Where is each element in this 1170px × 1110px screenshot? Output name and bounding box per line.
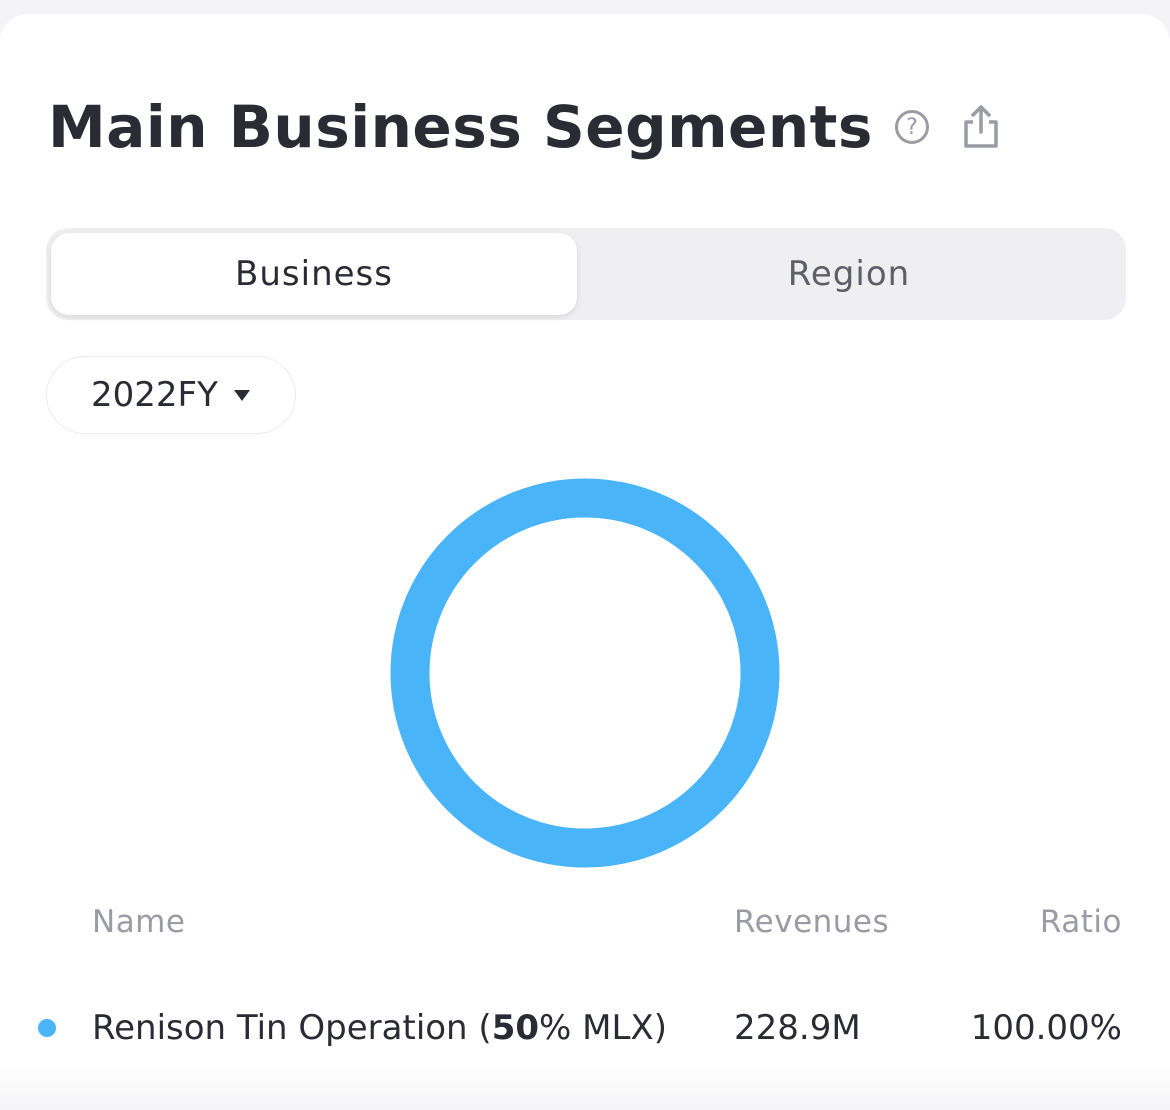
legend-dot	[38, 1019, 56, 1037]
title-row: Main Business Segments ?	[48, 84, 1001, 170]
page-title: Main Business Segments	[48, 93, 873, 161]
period-dropdown[interactable]: 2022FY	[46, 356, 296, 434]
tab-region[interactable]: Region	[787, 254, 911, 294]
share-icon[interactable]	[961, 104, 1001, 150]
period-value: 2022FY	[91, 375, 218, 415]
segment-revenues: 228.9M	[734, 1008, 861, 1048]
donut-slice[interactable]	[390, 478, 780, 868]
segments-card	[0, 14, 1170, 1110]
segment-name: Renison Tin Operation (50% MLX)	[92, 1008, 667, 1048]
segment-name-prefix: Renison Tin Operation (	[92, 1008, 492, 1048]
tab-business[interactable]: Business	[51, 233, 577, 315]
segment-name-bold: 50	[491, 1008, 540, 1048]
column-header-name: Name	[92, 904, 186, 940]
question-circle-icon[interactable]: ?	[894, 110, 929, 144]
bottom-fade	[0, 1066, 1170, 1110]
segment-ratio: 100.00%	[970, 1008, 1122, 1048]
column-header-revenues: Revenues	[734, 904, 890, 940]
segment-name-suffix: % MLX)	[539, 1008, 667, 1048]
column-header-ratio: Ratio	[1039, 904, 1122, 940]
donut-chart	[390, 478, 780, 868]
caret-down-icon	[233, 389, 250, 401]
segment-control: Business Region	[46, 228, 1126, 320]
